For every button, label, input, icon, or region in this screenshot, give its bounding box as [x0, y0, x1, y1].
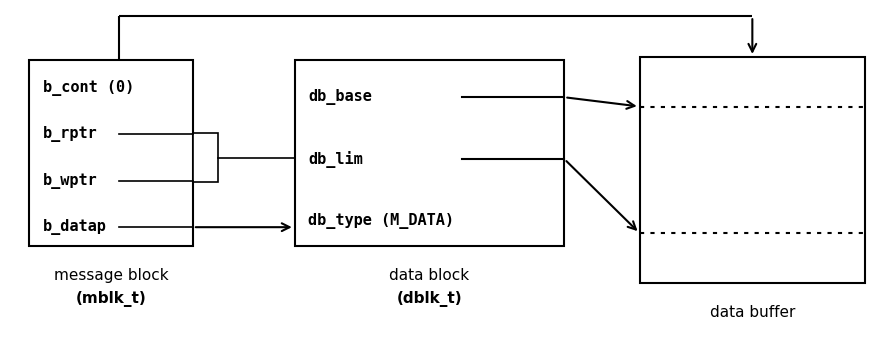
Text: message block: message block: [53, 268, 168, 283]
Text: db_lim: db_lim: [308, 151, 362, 168]
FancyBboxPatch shape: [29, 60, 193, 246]
Text: b_cont (0): b_cont (0): [43, 80, 134, 96]
Text: data block: data block: [390, 268, 470, 283]
FancyBboxPatch shape: [295, 60, 564, 246]
Text: b_rptr: b_rptr: [43, 126, 97, 142]
Text: (dblk_t): (dblk_t): [397, 291, 462, 307]
FancyBboxPatch shape: [193, 133, 218, 182]
FancyBboxPatch shape: [640, 57, 865, 283]
Text: db_type (M_DATA): db_type (M_DATA): [308, 213, 454, 229]
Text: (mblk_t): (mblk_t): [76, 291, 147, 307]
Text: b_datap: b_datap: [43, 219, 107, 235]
Text: b_wptr: b_wptr: [43, 173, 97, 189]
Text: data buffer: data buffer: [709, 305, 795, 320]
Text: db_base: db_base: [308, 89, 372, 105]
